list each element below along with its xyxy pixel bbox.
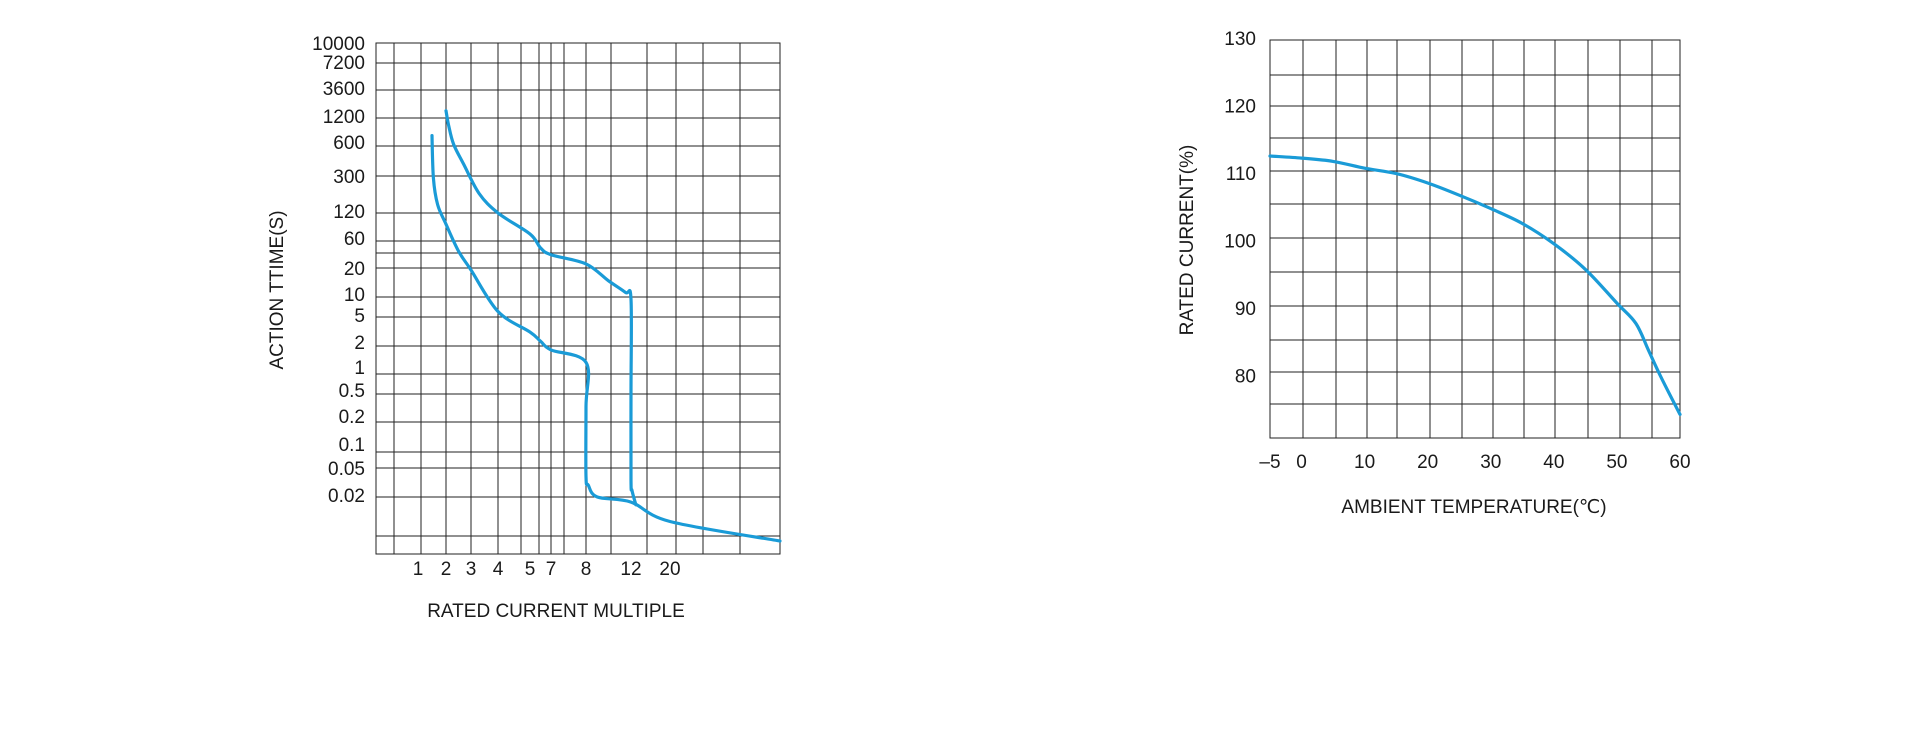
y-axis-title: RATED CURRENT(%) — [1177, 145, 1198, 336]
y-tick-label: 20 — [344, 259, 365, 280]
y-tick-label: 1 — [354, 358, 365, 379]
y-tick-label: 0.5 — [339, 381, 365, 402]
time-current-curve-2 — [444, 109, 638, 507]
x-tick-label: 3 — [466, 559, 477, 580]
y-tick-label: 7200 — [323, 53, 365, 74]
time-current-x-ticks: 1 2 3 4 5 7 8 12 20 — [413, 559, 681, 580]
x-tick-label: 0 — [1296, 452, 1307, 473]
x-tick-label: 5 — [525, 559, 536, 580]
x-tick-label: 60 — [1669, 452, 1690, 473]
x-tick-label: 20 — [659, 559, 680, 580]
time-current-chart: 10000 7200 3600 1200 600 300 120 60 20 1… — [267, 34, 782, 622]
y-tick-label: 100 — [1224, 231, 1256, 252]
derating-x-ticks: –5 0 10 20 30 40 50 60 — [1259, 452, 1690, 473]
y-axis-title: ACTION TTIME(S) — [267, 210, 288, 369]
time-current-curve-1 — [430, 134, 782, 543]
y-tick-label: 5 — [354, 306, 365, 327]
y-tick-label: 130 — [1224, 29, 1256, 50]
y-tick-label: 10 — [344, 285, 365, 306]
x-tick-label: 1 — [413, 559, 424, 580]
y-tick-label: 0.02 — [328, 486, 365, 507]
x-tick-label: 4 — [493, 559, 504, 580]
y-tick-label: 10000 — [312, 34, 365, 55]
time-current-y-ticks: 10000 7200 3600 1200 600 300 120 60 20 1… — [312, 34, 365, 507]
derating-curve-1 — [1268, 154, 1682, 416]
y-tick-label: 2 — [354, 333, 365, 354]
y-tick-label: 0.2 — [339, 407, 365, 428]
x-tick-label: 8 — [581, 559, 592, 580]
y-tick-label: 120 — [333, 202, 365, 223]
y-tick-label: 3600 — [323, 79, 365, 100]
y-tick-label: 0.05 — [328, 459, 365, 480]
x-tick-label: –5 — [1259, 452, 1280, 473]
derating-curves — [1268, 154, 1682, 416]
y-tick-label: 1200 — [323, 107, 365, 128]
x-axis-title: RATED CURRENT MULTIPLE — [427, 601, 685, 622]
derating-grid — [1270, 40, 1680, 438]
y-tick-label: 90 — [1235, 299, 1256, 320]
derating-y-ticks: 80 90 100 110 120 130 — [1224, 29, 1256, 387]
x-tick-label: 12 — [620, 559, 641, 580]
y-tick-label: 60 — [344, 229, 365, 250]
x-axis-title: AMBIENT TEMPERATURE(℃) — [1341, 497, 1606, 518]
x-tick-label: 10 — [1354, 452, 1375, 473]
x-tick-label: 20 — [1417, 452, 1438, 473]
y-tick-label: 120 — [1224, 96, 1256, 117]
y-tick-label: 0.1 — [339, 435, 365, 456]
x-tick-label: 40 — [1543, 452, 1564, 473]
time-current-grid — [376, 42, 780, 554]
x-tick-label: 30 — [1480, 452, 1501, 473]
y-tick-label: 600 — [333, 133, 365, 154]
x-tick-label: 50 — [1606, 452, 1627, 473]
temperature-derating-chart: 80 90 100 110 120 130 –5 0 10 20 30 40 50 60 AMBIENT… — [1177, 29, 1691, 518]
y-tick-label: 110 — [1226, 164, 1256, 185]
y-tick-label: 300 — [333, 167, 365, 188]
x-tick-label: 7 — [546, 559, 557, 580]
x-tick-label: 2 — [441, 559, 452, 580]
y-tick-label: 80 — [1235, 366, 1256, 387]
time-current-frame — [375, 42, 781, 555]
derating-frame — [1269, 39, 1681, 439]
time-current-curves — [430, 109, 782, 543]
